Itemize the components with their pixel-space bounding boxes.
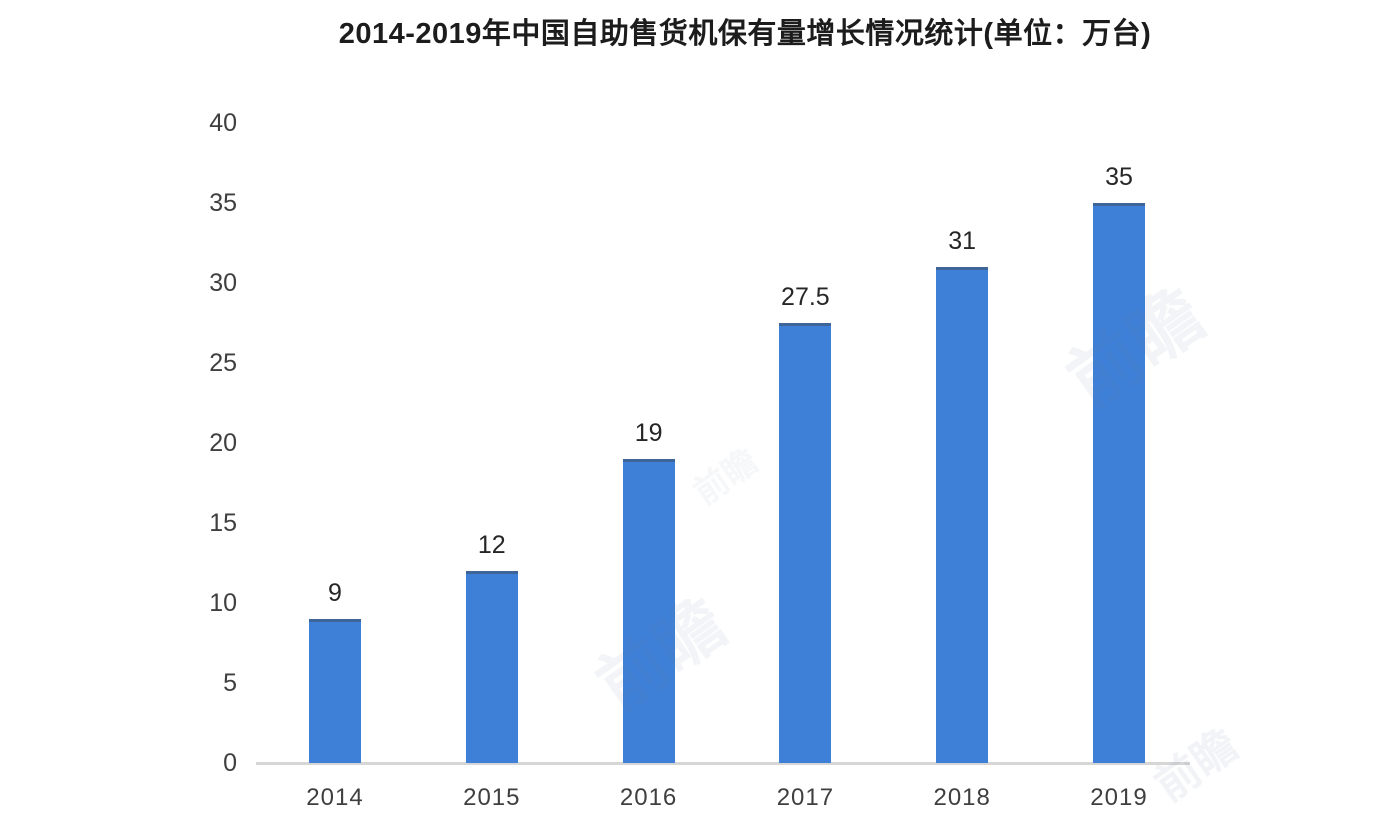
x-axis-tick-label-2016: 2016: [619, 784, 678, 811]
bar-2019: [1093, 203, 1145, 763]
bar-value-label-2017: 27.5: [781, 283, 830, 311]
bar-value-label-2015: 12: [477, 531, 506, 559]
y-axis-tick-label: 15: [209, 509, 237, 537]
x-axis-tick-label-2017: 2017: [776, 784, 835, 811]
y-axis-tick-label: 20: [209, 429, 237, 457]
x-axis-tick-label-2015: 2015: [463, 784, 521, 811]
y-axis-tick-label: 0: [223, 749, 237, 777]
bar-2017: [779, 323, 832, 763]
y-axis-tick-label: 35: [209, 189, 237, 217]
bar-2016: [622, 459, 675, 763]
y-axis-tick-label: 40: [209, 109, 237, 137]
x-axis-line: [256, 762, 1190, 765]
bar-2018: [936, 267, 989, 763]
bar-2014: [309, 619, 361, 763]
bar-value-label-2016: 19: [634, 419, 663, 447]
bar-value-label-2019: 35: [1105, 163, 1133, 191]
bar-value-label-2018: 31: [948, 227, 977, 255]
bar-2015: [465, 571, 518, 763]
chart-title: 2014-2019年中国自助售货机保有量增长情况统计(单位：万台): [338, 18, 1152, 50]
y-axis-tick-label: 25: [209, 349, 237, 377]
y-axis-tick-label: 5: [223, 669, 237, 697]
y-axis-tick-label: 30: [209, 269, 237, 297]
x-axis-tick-label-2019: 2019: [1090, 784, 1148, 811]
bar-value-label-2014: 9: [328, 579, 342, 607]
x-axis-tick-label-2014: 2014: [306, 784, 364, 811]
x-axis-tick-label-2018: 2018: [933, 784, 991, 811]
y-axis-tick-label: 10: [209, 589, 237, 617]
